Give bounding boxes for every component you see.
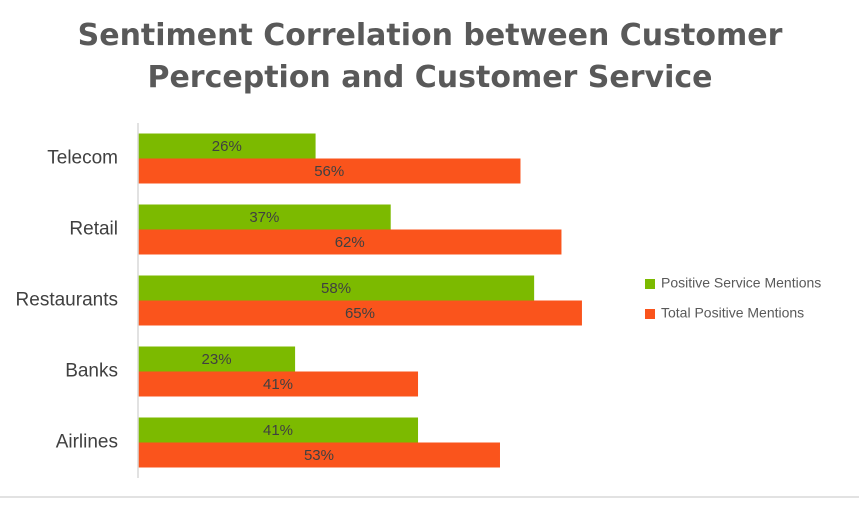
category-label-airlines: Airlines: [56, 432, 118, 453]
bar-telecom-series-1: [138, 133, 316, 159]
data-label-telecom-series-2: 56%: [314, 163, 344, 180]
category-label-restaurants: Restaurants: [16, 290, 118, 311]
data-label-retail-series-1: 37%: [249, 209, 279, 226]
plot-area: Telecom 26% 56% Retail 37% 62% Restaurants 58% 6…: [16, 123, 821, 478]
category-label-banks: Banks: [65, 361, 118, 382]
legend-swatch-series-2: [645, 309, 655, 319]
bar-restaurants-series-1: [138, 275, 535, 301]
bar-retail-series-2: [138, 229, 562, 255]
data-label-airlines-series-1: 41%: [263, 422, 293, 439]
chart-title-line-2: Perception and Customer Service: [147, 60, 712, 95]
bar-retail-series-1: [138, 204, 391, 230]
data-label-banks-series-2: 41%: [263, 376, 293, 393]
bar-airlines-series-1: [138, 417, 419, 443]
data-label-restaurants-series-2: 65%: [345, 305, 375, 322]
data-label-airlines-series-2: 53%: [304, 447, 334, 464]
data-label-restaurants-series-1: 58%: [321, 280, 351, 297]
chart-title-line-1: Sentiment Correlation between Customer: [78, 18, 783, 53]
data-label-retail-series-2: 62%: [335, 234, 365, 251]
legend-label-series-1: Positive Service Mentions: [661, 275, 821, 291]
bar-telecom-series-2: [138, 158, 521, 184]
bar-restaurants-series-2: [138, 300, 582, 326]
category-label-telecom: Telecom: [47, 148, 118, 169]
data-label-banks-series-1: 23%: [202, 351, 232, 368]
legend-swatch-series-1: [645, 279, 655, 289]
category-label-retail: Retail: [69, 219, 118, 240]
legend-label-series-2: Total Positive Mentions: [661, 305, 804, 321]
data-label-telecom-series-1: 26%: [212, 138, 242, 155]
bar-airlines-series-2: [138, 442, 500, 468]
bar-banks-series-2: [138, 371, 419, 397]
bar-banks-series-1: [138, 346, 296, 372]
